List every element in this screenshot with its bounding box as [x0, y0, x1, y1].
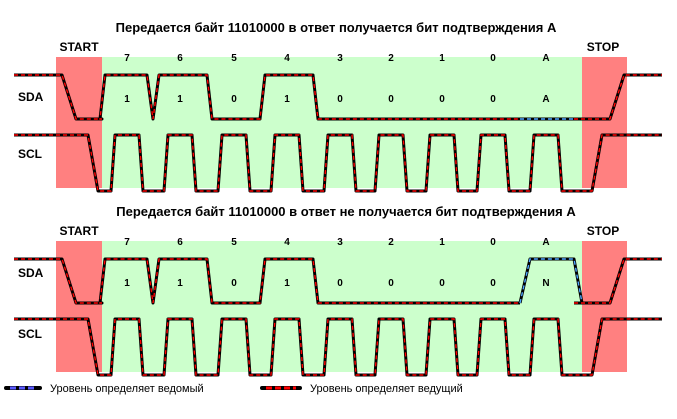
bit-number-4: 4 — [284, 53, 290, 64]
bit-value-8: N — [542, 278, 549, 289]
panel-2-data-area — [102, 241, 582, 372]
legend-master-text: Уровень определяет ведущий — [310, 383, 463, 395]
bit-value-6: 0 — [439, 94, 445, 105]
bit-number-3: 3 — [337, 53, 343, 64]
bit-number-6: 6 — [177, 53, 183, 64]
bit-value-4: 0 — [337, 278, 343, 289]
bit-value-7: 0 — [490, 94, 496, 105]
bit-number-2: 2 — [388, 237, 394, 248]
scl-line-2-dash — [14, 318, 662, 376]
panel-1-stop-label: STOP — [587, 40, 619, 54]
panel-1-sda-label: SDA — [18, 90, 44, 104]
bit-number-1: 1 — [439, 53, 445, 64]
bit-number-0: 0 — [490, 237, 496, 248]
panel-1-title: Передается байт 11010000 в ответ получае… — [116, 20, 557, 35]
sda-stop-line-2-dash — [574, 258, 662, 304]
scl-line-1-dash — [14, 134, 662, 192]
bit-value-6: 0 — [439, 278, 445, 289]
bit-value-2: 0 — [231, 278, 237, 289]
bit-value-1: 1 — [177, 278, 183, 289]
legend: Уровень определяет ведомый Уровень опред… — [4, 383, 463, 395]
panel-2-scl-label: SCL — [18, 327, 42, 341]
bit-number-7: 7 — [124, 237, 130, 248]
bit-value-1: 1 — [177, 94, 183, 105]
panel-ack: Передается байт 11010000 в ответ получае… — [14, 20, 662, 193]
panel-2-stop-area — [582, 241, 627, 372]
bit-number-0: 0 — [490, 53, 496, 64]
sda-master-line-2-dash — [14, 258, 520, 304]
panel-2-stop-label: STOP — [587, 224, 619, 238]
panel-1-start-label: START — [59, 40, 99, 54]
bit-value-0: 1 — [124, 278, 130, 289]
panel-2-sda-label: SDA — [18, 266, 44, 280]
legend-slave-text: Уровень определяет ведомый — [50, 383, 204, 395]
panel-1-scl-label: SCL — [18, 147, 42, 161]
bit-value-8: A — [542, 94, 549, 105]
bit-number-6: 6 — [177, 237, 183, 248]
sda-master-line-1-dash — [14, 74, 520, 120]
bit-number-7: 7 — [124, 53, 130, 64]
bit-value-3: 1 — [284, 278, 290, 289]
bit-number-4: 4 — [284, 237, 290, 248]
bit-number-2: 2 — [388, 53, 394, 64]
panel-2-title: Передается байт 11010000 в ответ не полу… — [116, 204, 576, 219]
bit-value-0: 1 — [124, 94, 130, 105]
panel-1-data-area — [102, 57, 582, 188]
panel-2-start-label: START — [59, 224, 99, 238]
bit-value-3: 1 — [284, 94, 290, 105]
bit-value-5: 0 — [388, 278, 394, 289]
bit-value-7: 0 — [490, 278, 496, 289]
bit-number-1: 1 — [439, 237, 445, 248]
bit-number-3: 3 — [337, 237, 343, 248]
sda-slave-nack-2-dash — [519, 258, 583, 304]
panel-nack: Передается байт 11010000 в ответ не полу… — [14, 204, 662, 377]
panel-1-stop-area — [582, 57, 627, 188]
bit-number-A: A — [542, 237, 549, 248]
bit-number-5: 5 — [231, 237, 237, 248]
bit-value-5: 0 — [388, 94, 394, 105]
bit-value-2: 0 — [231, 94, 237, 105]
bit-number-A: A — [542, 53, 549, 64]
bit-number-5: 5 — [231, 53, 237, 64]
sda-stop-line-1-dash — [574, 74, 662, 120]
bit-value-4: 0 — [337, 94, 343, 105]
